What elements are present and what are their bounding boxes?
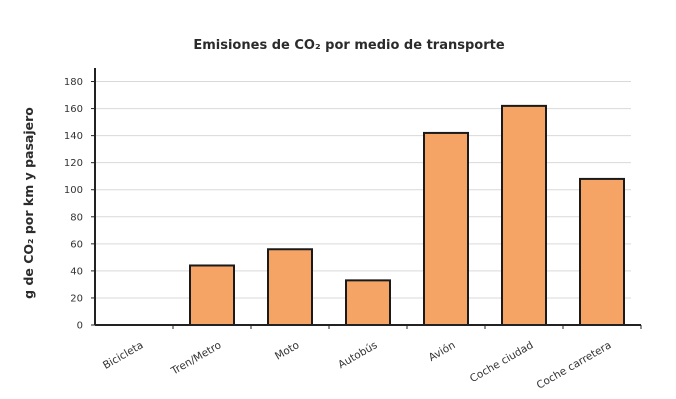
grid-layer bbox=[95, 81, 631, 299]
y-tick-label: 60 bbox=[70, 239, 83, 250]
chart-title: Emisiones de CO₂ por medio de transporte bbox=[193, 38, 504, 53]
y-tick-label: 140 bbox=[64, 131, 83, 142]
y-tick-label: 40 bbox=[70, 266, 83, 277]
y-tick-label: 80 bbox=[70, 212, 83, 223]
y-tick-label: 180 bbox=[64, 77, 83, 88]
bar bbox=[267, 248, 313, 326]
y-tick-label: 120 bbox=[64, 158, 83, 169]
x-category-label: Coche ciudad bbox=[468, 339, 536, 385]
bar-layer bbox=[189, 104, 625, 327]
bar bbox=[423, 131, 469, 326]
y-tick-labels: 0 20 40 60 80 100 120 140 160 180 bbox=[64, 77, 83, 331]
x-category-label: Bicicleta bbox=[101, 339, 146, 372]
y-tick-label: 160 bbox=[64, 104, 83, 115]
bar bbox=[579, 177, 625, 326]
y-axis-label: g de CO₂ por km y pasajero bbox=[21, 107, 36, 299]
x-category-labels: Bicicleta Tren/Metro Moto Autobús Avión Coche… bbox=[101, 339, 614, 391]
x-category-label: Tren/Metro bbox=[168, 339, 223, 378]
bar bbox=[345, 279, 391, 326]
x-category-label: Coche carretera bbox=[535, 339, 614, 391]
bar bbox=[501, 104, 547, 326]
y-tick-label: 20 bbox=[70, 293, 83, 304]
x-category-label: Moto bbox=[273, 339, 302, 362]
y-tick-label: 100 bbox=[64, 185, 83, 196]
axis-layer bbox=[91, 68, 642, 329]
bar bbox=[189, 264, 235, 327]
x-category-label: Autobús bbox=[336, 339, 379, 371]
x-category-label: Avión bbox=[427, 339, 458, 364]
y-tick-label: 0 bbox=[77, 321, 83, 332]
